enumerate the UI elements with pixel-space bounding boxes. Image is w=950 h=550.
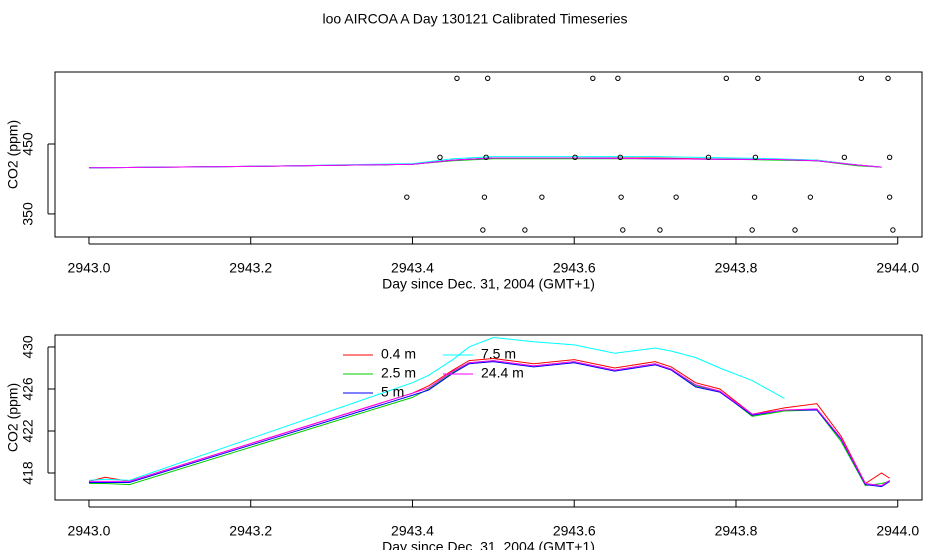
- y-tick-label: 430: [20, 335, 36, 359]
- y-tick-label: 450: [20, 132, 36, 156]
- x-tick-label: 2944.0: [876, 523, 919, 539]
- x-tick-label: 2943.6: [553, 260, 596, 276]
- plot-frame: [54, 334, 923, 501]
- figure-title: loo AIRCOA A Day 130121 Calibrated Times…: [322, 11, 627, 27]
- legend-label: 2.5 m: [381, 365, 416, 381]
- marker-point: [620, 227, 626, 233]
- marker-point: [522, 227, 528, 233]
- x-tick-label: 2943.4: [391, 523, 434, 539]
- legend-label: 7.5 m: [481, 346, 516, 362]
- x-tick-label: 2943.0: [68, 260, 111, 276]
- series-line: [88, 157, 882, 169]
- x-tick-label: 2943.6: [553, 523, 596, 539]
- legend-label: 0.4 m: [381, 346, 416, 362]
- marker-point: [615, 75, 621, 81]
- x-tick-label: 2944.0: [876, 260, 919, 276]
- marker-point: [749, 227, 755, 233]
- marker-point: [539, 194, 545, 200]
- marker-point: [484, 75, 491, 81]
- series-line: [88, 337, 785, 481]
- marker-point: [886, 154, 893, 160]
- x-tick-label: 2943.0: [68, 523, 111, 539]
- y-axis-title: CO2 (ppm): [5, 383, 21, 452]
- marker-point: [480, 227, 486, 233]
- x-axis-title: Day since Dec. 31, 2004 (GMT+1): [382, 276, 595, 292]
- marker-point: [483, 154, 489, 160]
- marker-point: [752, 154, 759, 160]
- marker-point: [705, 154, 712, 160]
- marker-point: [437, 154, 443, 160]
- y-tick-label: 350: [20, 202, 36, 226]
- marker-point: [481, 194, 488, 200]
- series-line: [88, 361, 890, 488]
- y-axis-title: CO2 (ppm): [5, 120, 21, 189]
- marker-point: [751, 194, 758, 200]
- marker-point: [886, 194, 893, 200]
- marker-point: [454, 75, 460, 81]
- series-line: [88, 156, 882, 169]
- marker-point: [572, 154, 578, 160]
- x-tick-label: 2943.2: [229, 260, 272, 276]
- marker-point: [792, 227, 798, 233]
- marker-point: [618, 194, 624, 200]
- x-tick-label: 2943.4: [391, 260, 434, 276]
- marker-point: [858, 75, 865, 81]
- marker-point: [617, 154, 624, 160]
- y-tick-label: 418: [20, 461, 36, 485]
- x-tick-label: 2943.8: [715, 260, 758, 276]
- plot-frame: [54, 71, 923, 238]
- marker-point: [723, 75, 729, 81]
- series-line: [88, 360, 890, 487]
- x-tick-label: 2943.2: [229, 523, 272, 539]
- marker-point: [590, 75, 596, 81]
- marker-point: [807, 194, 814, 200]
- y-tick-label: 426: [20, 377, 36, 401]
- marker-point: [755, 75, 761, 81]
- marker-point: [657, 227, 663, 233]
- legend-label: 24.4 m: [481, 365, 524, 381]
- marker-point: [404, 194, 410, 200]
- marker-point: [841, 154, 848, 160]
- legend-label: 5 m: [381, 384, 404, 400]
- x-tick-label: 2943.8: [715, 523, 758, 539]
- marker-point: [885, 75, 891, 81]
- series-line: [88, 358, 890, 485]
- y-tick-label: 422: [20, 419, 36, 443]
- x-axis-title: Day since Dec. 31, 2004 (GMT+1): [382, 539, 595, 550]
- marker-point: [890, 227, 896, 233]
- marker-point: [673, 194, 679, 200]
